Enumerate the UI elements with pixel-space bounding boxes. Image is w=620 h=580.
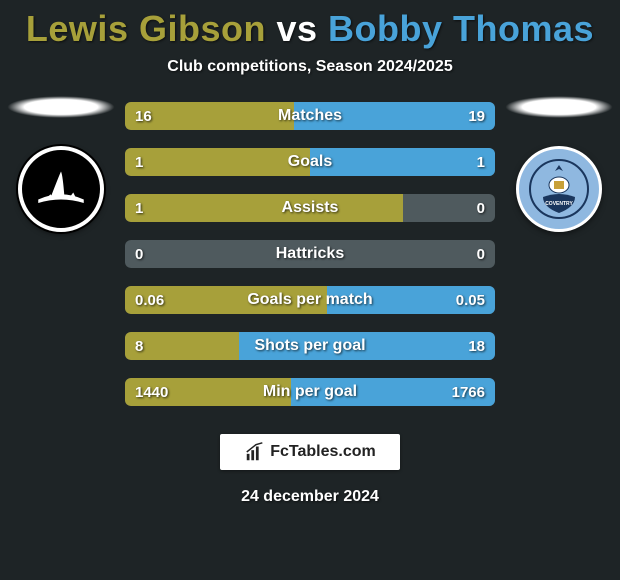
player2-bar (310, 148, 495, 176)
player2-name: Bobby Thomas (328, 8, 594, 49)
player2-bar (291, 378, 495, 406)
plymouth-argyle-badge-icon (18, 146, 104, 232)
coventry-city-badge-icon: COVENTRY (516, 146, 602, 232)
stat-bars: 1619Matches11Goals10Assists00Hattricks0.… (125, 102, 495, 406)
stat-label: Hattricks (125, 240, 495, 268)
player1-bar (125, 148, 310, 176)
stat-row: 10Assists (125, 194, 495, 222)
stat-row: 14401766Min per goal (125, 378, 495, 406)
player1-side (6, 96, 116, 232)
player2-side: COVENTRY (504, 96, 614, 232)
player1-bar (125, 378, 291, 406)
stat-row: 0 0Hattricks (125, 240, 495, 268)
vs-text: vs (276, 8, 317, 49)
player1-name: Lewis Gibson (26, 8, 266, 49)
footer-date: 24 december 2024 (0, 488, 620, 506)
footer-brand: FcTables.com (270, 443, 376, 461)
svg-text:COVENTRY: COVENTRY (545, 201, 573, 207)
player2-silhouette-placeholder (505, 96, 613, 118)
player1-bar (125, 332, 239, 360)
fctables-logo: FcTables.com (220, 434, 400, 470)
player1-silhouette-placeholder (7, 96, 115, 118)
comparison-title: Lewis Gibson vs Bobby Thomas (0, 0, 620, 50)
stat-row: 1619Matches (125, 102, 495, 130)
player1-value: 0 (135, 240, 143, 268)
player1-bar (125, 194, 403, 222)
stat-row: 818Shots per goal (125, 332, 495, 360)
subtitle: Club competitions, Season 2024/2025 (0, 58, 620, 76)
player2-bar (327, 286, 495, 314)
stat-row: 0.060.05Goals per match (125, 286, 495, 314)
chart-icon (244, 441, 266, 463)
player1-bar (125, 102, 294, 130)
player2-value: 0 (477, 240, 485, 268)
player2-bar (239, 332, 495, 360)
player1-bar (125, 286, 327, 314)
player2-value: 0 (477, 194, 485, 222)
comparison-content: COVENTRY 1619Matches11Goals10Assists00Ha… (0, 102, 620, 406)
stat-row: 11Goals (125, 148, 495, 176)
player2-bar (294, 102, 495, 130)
